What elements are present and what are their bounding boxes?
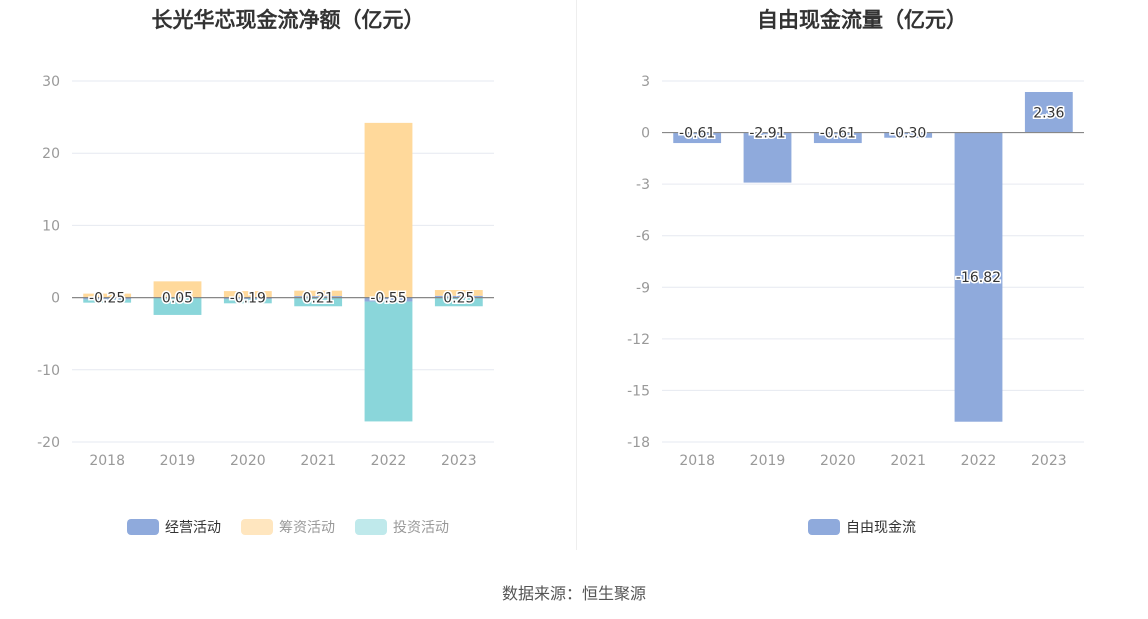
x-tick-label: 2018 xyxy=(679,453,715,469)
data-label: -0.30 xyxy=(890,126,926,142)
left-chart-panel: 长光华芯现金流净额（亿元） 30 20 10 0 -10 -20 2018 2019 2020 2… xyxy=(0,0,576,560)
y-tick-label: 3 xyxy=(641,74,650,90)
right-chart-legend: 自由现金流 xyxy=(576,517,1148,537)
legend-swatch-investing xyxy=(355,519,387,535)
y-tick-label: -10 xyxy=(37,363,60,379)
bar-经营活动-2020 xyxy=(223,297,272,299)
data-label: 2.36 xyxy=(1033,105,1064,121)
bar-经营活动-2023 xyxy=(434,295,483,298)
y-tick-label: -12 xyxy=(627,332,650,348)
bar-自由现金流-2023 xyxy=(1024,92,1073,133)
data-label: -0.25 xyxy=(89,291,125,307)
bar-投资活动-2019 xyxy=(153,297,202,315)
legend-label-financing: 筹资活动 xyxy=(279,520,335,536)
left-chart-title: 长光华芯现金流净额（亿元） xyxy=(151,8,425,32)
data-label: -0.61 xyxy=(820,126,856,142)
y-tick-label: 0 xyxy=(51,291,60,307)
legend-item-free-cash-flow[interactable]: 自由现金流 xyxy=(808,517,916,537)
legend-label-free-cash-flow: 自由现金流 xyxy=(846,520,916,536)
data-label: 0.05 xyxy=(162,291,193,307)
data-label: -16.82 xyxy=(956,270,1001,286)
bar-筹资活动-2019 xyxy=(153,281,202,298)
y-tick-label: -6 xyxy=(636,229,650,245)
y-tick-label: 10 xyxy=(42,218,60,234)
x-tick-label: 2019 xyxy=(160,453,196,469)
x-tick-label: 2018 xyxy=(89,453,125,469)
bar-经营活动-2022 xyxy=(364,297,413,302)
bar-筹资活动-2022 xyxy=(364,122,413,298)
legend-swatch-financing xyxy=(241,519,273,535)
bar-筹资活动-2021 xyxy=(294,290,343,297)
y-tick-label: 20 xyxy=(42,146,60,162)
x-tick-label: 2019 xyxy=(750,453,786,469)
bar-自由现金流-2019 xyxy=(743,132,792,183)
bar-投资活动-2023 xyxy=(434,297,483,307)
bar-经营活动-2018 xyxy=(83,297,132,300)
x-tick-label: 2022 xyxy=(371,453,407,469)
bar-投资活动-2021 xyxy=(294,297,343,307)
bar-自由现金流-2018 xyxy=(673,132,722,144)
y-tick-label: -15 xyxy=(627,383,650,399)
x-tick-label: 2020 xyxy=(230,453,266,469)
x-tick-label: 2023 xyxy=(441,453,477,469)
x-tick-label: 2023 xyxy=(1031,453,1067,469)
legend-item-operating[interactable]: 经营活动 xyxy=(127,517,221,537)
y-tick-label: -9 xyxy=(636,280,650,296)
legend-label-operating: 经营活动 xyxy=(165,520,221,536)
x-tick-label: 2021 xyxy=(300,453,336,469)
left-chart-svg: 30 20 10 0 -10 -20 2018 2019 2020 2021 2022 2023 -0.… xyxy=(37,74,494,469)
bar-投资活动-2018 xyxy=(83,299,132,303)
right-chart-title: 自由现金流量（亿元） xyxy=(757,8,967,32)
data-label: -0.61 xyxy=(679,126,715,142)
legend-item-financing[interactable]: 筹资活动 xyxy=(241,517,335,537)
bar-投资活动-2022 xyxy=(364,301,413,422)
bar-筹资活动-2020 xyxy=(223,291,272,298)
right-chart-svg: 3 0 -3 -6 -9 -12 -15 -18 2018 2019 2020 2021 2022 202… xyxy=(627,74,1084,469)
legend-item-investing[interactable]: 投资活动 xyxy=(355,517,449,537)
bar-自由现金流-2022 xyxy=(954,132,1003,422)
data-label: -0.19 xyxy=(230,291,266,307)
bar-投资活动-2020 xyxy=(223,298,272,304)
left-chart-legend: 经营活动 筹资活动 投资活动 xyxy=(0,517,576,537)
bar-筹资活动-2018 xyxy=(83,293,132,298)
y-tick-label: -20 xyxy=(37,435,60,451)
panel-divider xyxy=(576,0,577,550)
x-tick-label: 2021 xyxy=(890,453,926,469)
bar-自由现金流-2021 xyxy=(884,132,933,138)
legend-swatch-operating xyxy=(127,519,159,535)
legend-swatch-free-cash-flow xyxy=(808,519,840,535)
data-label: 0.25 xyxy=(443,291,474,307)
bar-经营活动-2021 xyxy=(294,296,343,298)
y-tick-label: 30 xyxy=(42,74,60,90)
x-tick-label: 2020 xyxy=(820,453,856,469)
data-source: 数据来源：恒生聚源 xyxy=(501,584,646,603)
bar-筹资活动-2023 xyxy=(434,290,483,296)
right-chart-panel: 自由现金流量（亿元） 3 0 -3 -6 -9 -12 -15 -18 2018 2019 2020… xyxy=(576,0,1148,560)
x-tick-label: 2022 xyxy=(961,453,997,469)
y-tick-label: 0 xyxy=(641,126,650,142)
data-label: -2.91 xyxy=(749,126,785,142)
data-label: 0.21 xyxy=(303,291,334,307)
legend-label-investing: 投资活动 xyxy=(393,520,449,536)
bar-自由现金流-2020 xyxy=(813,132,862,144)
data-label: -0.55 xyxy=(370,291,406,307)
y-tick-label: -18 xyxy=(627,435,650,451)
y-tick-label: -3 xyxy=(636,177,650,193)
